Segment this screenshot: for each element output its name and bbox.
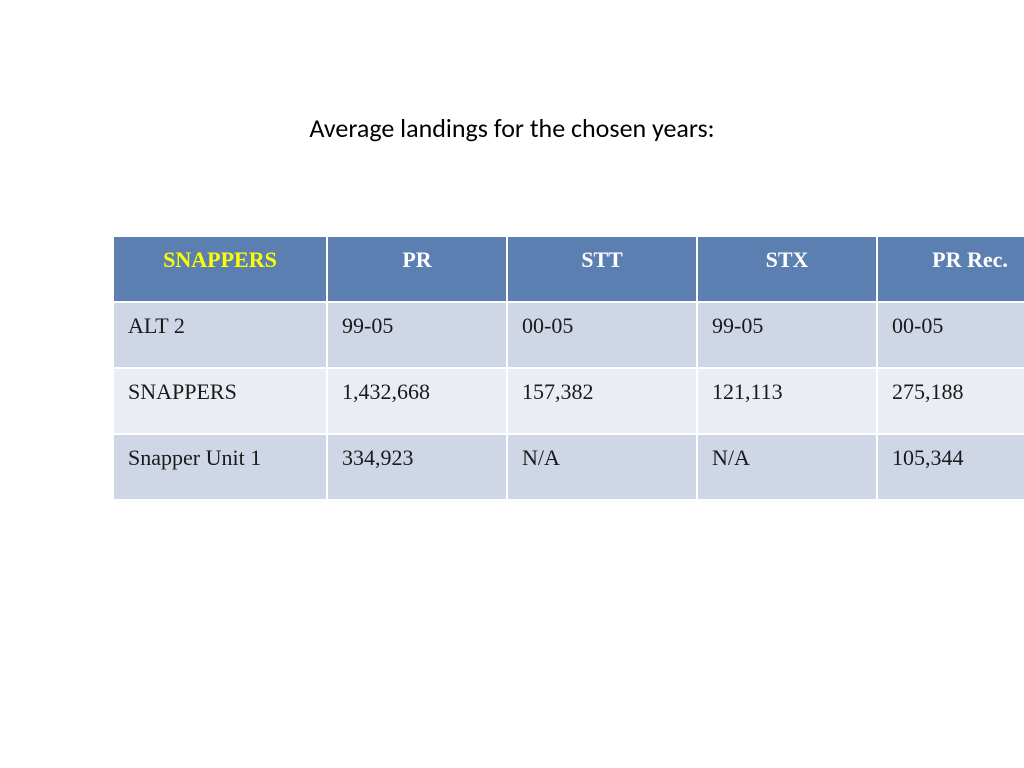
table-header-cell: SNAPPERS (113, 236, 327, 302)
table-row: SNAPPERS 1,432,668 157,382 121,113 275,1… (113, 368, 1024, 434)
table-cell: 99-05 (697, 302, 877, 368)
table-header-cell: STT (507, 236, 697, 302)
table-cell: N/A (697, 434, 877, 500)
table-cell: 121,113 (697, 368, 877, 434)
table-header-row: SNAPPERS PR STT STX PR Rec. (113, 236, 1024, 302)
slide: Average landings for the chosen years: S… (0, 0, 1024, 768)
table-cell: SNAPPERS (113, 368, 327, 434)
table-cell: 157,382 (507, 368, 697, 434)
table-cell: ALT 2 (113, 302, 327, 368)
table-header-cell: PR Rec. (877, 236, 1024, 302)
table-header-cell: PR (327, 236, 507, 302)
table-cell: 1,432,668 (327, 368, 507, 434)
table-cell: 334,923 (327, 434, 507, 500)
table-cell: 99-05 (327, 302, 507, 368)
landings-table: SNAPPERS PR STT STX PR Rec. ALT 2 99-05 … (112, 235, 1024, 501)
table-cell: 00-05 (507, 302, 697, 368)
table-row: Snapper Unit 1 334,923 N/A N/A 105,344 (113, 434, 1024, 500)
table-cell: N/A (507, 434, 697, 500)
table-cell: 00-05 (877, 302, 1024, 368)
table-row: ALT 2 99-05 00-05 99-05 00-05 (113, 302, 1024, 368)
table-cell: 275,188 (877, 368, 1024, 434)
table-cell: Snapper Unit 1 (113, 434, 327, 500)
table-header-cell: STX (697, 236, 877, 302)
table-cell: 105,344 (877, 434, 1024, 500)
slide-title: Average landings for the chosen years: (0, 112, 1024, 144)
